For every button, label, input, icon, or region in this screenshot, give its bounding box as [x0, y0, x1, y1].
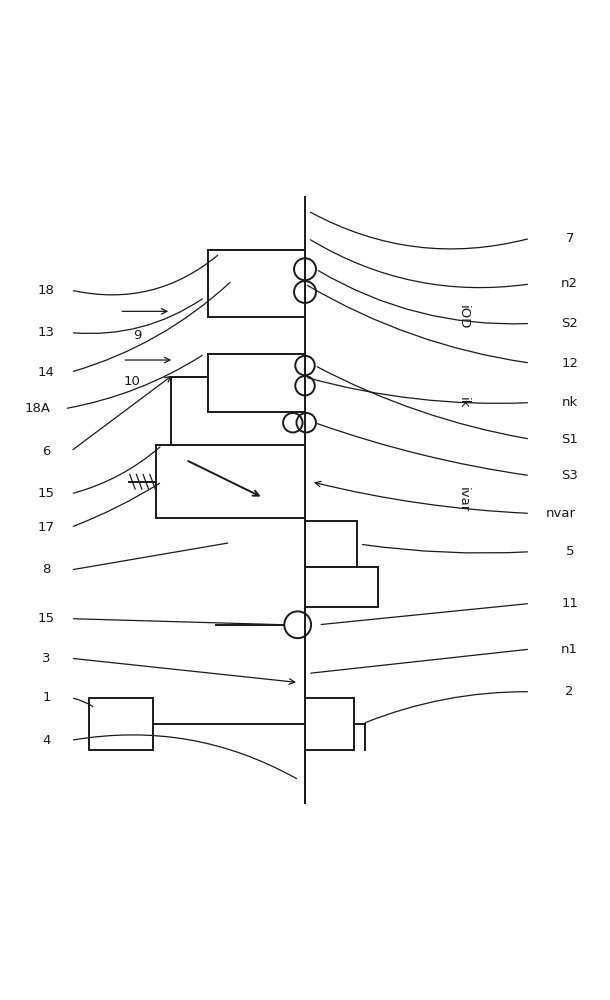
Bar	[305, 567, 378, 607]
Text: 1: 1	[42, 691, 51, 704]
Text: S3: S3	[561, 469, 578, 482]
Text: 17: 17	[38, 521, 55, 534]
Text: n2: n2	[561, 277, 578, 290]
Text: 8: 8	[42, 563, 51, 576]
Text: 11: 11	[561, 597, 578, 610]
Bar	[305, 698, 354, 750]
Text: 5: 5	[565, 545, 574, 558]
Text: S1: S1	[561, 433, 578, 446]
Text: 7: 7	[565, 232, 574, 245]
Text: 14: 14	[38, 366, 55, 379]
Text: 9: 9	[134, 329, 142, 342]
Text: ivar: ivar	[457, 487, 470, 513]
Text: 3: 3	[42, 652, 51, 665]
Text: 10: 10	[123, 375, 140, 388]
Text: 18A: 18A	[24, 402, 50, 415]
Text: 12: 12	[561, 357, 578, 370]
Text: nvar: nvar	[545, 507, 576, 520]
Bar	[89, 698, 152, 750]
Text: nk: nk	[562, 396, 578, 409]
Bar	[207, 354, 305, 412]
Text: 2: 2	[565, 685, 574, 698]
Text: 13: 13	[38, 326, 55, 339]
Bar	[156, 445, 305, 518]
Bar	[207, 250, 305, 317]
Text: S2: S2	[561, 317, 578, 330]
Text: 18: 18	[38, 284, 55, 297]
Text: 15: 15	[38, 487, 55, 500]
Text: 6: 6	[42, 445, 51, 458]
Text: 15: 15	[38, 612, 55, 625]
Bar	[305, 521, 357, 567]
Text: n1: n1	[561, 643, 578, 656]
Text: ik: ik	[457, 397, 470, 408]
Text: 4: 4	[42, 734, 51, 747]
Text: iOD: iOD	[457, 305, 470, 330]
